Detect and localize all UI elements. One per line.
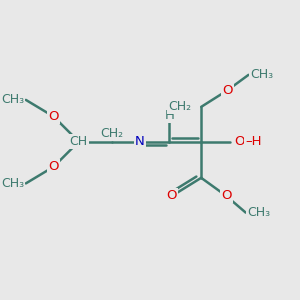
Text: CH: CH <box>70 135 88 148</box>
Text: CH₂: CH₂ <box>100 127 124 140</box>
Text: CH₃: CH₃ <box>250 68 273 81</box>
Text: O: O <box>221 189 232 203</box>
Text: CH₃: CH₃ <box>247 206 270 219</box>
Text: O: O <box>48 160 59 173</box>
Text: CH₃: CH₃ <box>1 177 25 190</box>
Text: O: O <box>235 135 245 148</box>
Text: –H: –H <box>245 135 261 148</box>
Text: O: O <box>48 110 59 123</box>
Text: O: O <box>167 189 177 203</box>
Text: N: N <box>135 135 145 148</box>
Text: CH₂: CH₂ <box>168 100 191 113</box>
Text: O: O <box>222 84 233 97</box>
Text: H: H <box>164 109 174 122</box>
Text: CH₃: CH₃ <box>1 93 25 106</box>
